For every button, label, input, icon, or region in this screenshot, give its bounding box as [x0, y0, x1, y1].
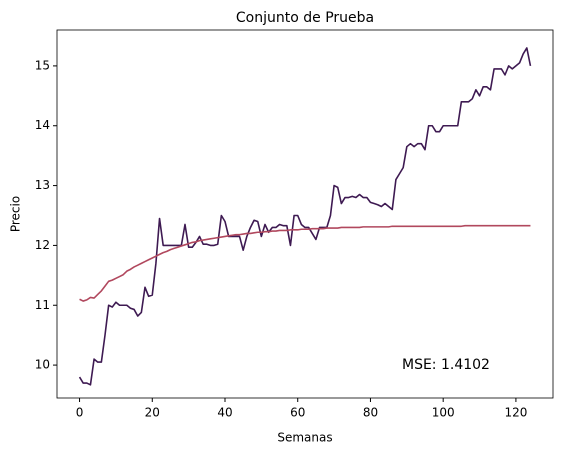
y-tick-label: 10 [35, 358, 50, 372]
annotation: MSE: 1.4102 [402, 357, 490, 373]
chart-title: Conjunto de Prueba [236, 10, 374, 26]
x-axis-label: Semanas [277, 431, 332, 445]
plot-frame [56, 29, 554, 399]
x-tick-label: 80 [363, 406, 378, 420]
y-tick-label: 11 [35, 298, 50, 312]
x-tick-label: 120 [504, 406, 527, 420]
line-series [79, 224, 531, 302]
x-tick-label: 20 [145, 406, 160, 420]
x-tick-label: 60 [290, 406, 305, 420]
y-tick-label: 14 [35, 118, 50, 132]
x-tick-label: 100 [432, 406, 455, 420]
x-tick-label: 0 [76, 406, 84, 420]
line-series [78, 47, 532, 386]
y-tick-label: 13 [35, 178, 50, 192]
y-tick-label: 12 [35, 238, 50, 252]
y-axis-label: Precio [9, 196, 23, 232]
x-tick-label: 40 [217, 406, 232, 420]
y-tick-label: 15 [35, 58, 50, 72]
